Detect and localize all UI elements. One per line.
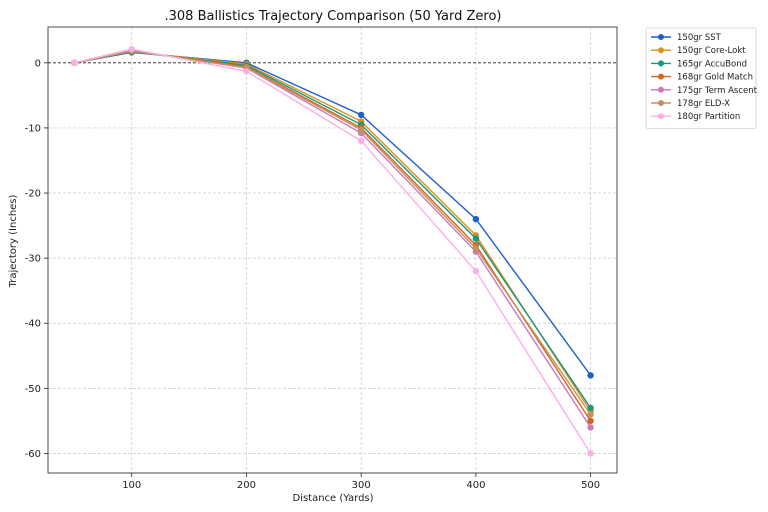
x-tick-label: 100 xyxy=(122,480,141,491)
y-tick-label: -10 xyxy=(25,123,41,134)
data-point xyxy=(587,417,594,425)
data-point xyxy=(472,245,480,252)
legend-swatch-marker xyxy=(658,100,664,106)
series-0 xyxy=(71,49,594,379)
legend-label: 168gr Gold Match xyxy=(677,73,753,83)
data-point xyxy=(128,45,135,53)
legend: 150gr SST 150gr Core-Lokt 165gr AccuBond 16… xyxy=(645,27,758,129)
series-4 xyxy=(71,47,594,431)
data-point xyxy=(243,68,250,75)
data-point xyxy=(357,126,365,134)
data-point xyxy=(472,215,480,223)
series-3 xyxy=(71,47,594,425)
legend-swatch-marker xyxy=(658,113,664,120)
legend-label: 180gr Partition xyxy=(677,112,740,122)
y-tick-label: -60 xyxy=(25,449,41,460)
data-point xyxy=(357,137,365,145)
data-point xyxy=(587,424,594,431)
grid xyxy=(48,27,617,473)
data-point xyxy=(587,411,594,418)
data-point xyxy=(587,404,594,412)
data-point xyxy=(472,235,480,242)
chart-title: .308 Ballistics Trajectory Comparison (5… xyxy=(165,9,502,24)
axes: 100 200 300 400 500 0 -10 -20 -30 -40 -50 -60 xyxy=(25,26,618,491)
y-tick-label: 0 xyxy=(35,58,41,69)
y-axis-title: Trajectory (Inches) xyxy=(8,194,19,288)
data-point xyxy=(472,267,480,275)
series-line xyxy=(74,51,592,376)
y-tick-label: -30 xyxy=(25,254,41,265)
x-tick-label: 200 xyxy=(237,480,256,491)
legend-swatch-marker xyxy=(658,73,664,80)
series-6 xyxy=(71,45,594,457)
series-line xyxy=(74,50,592,415)
series-5 xyxy=(71,47,594,418)
legend-label: 178gr ELD-X xyxy=(677,99,730,109)
series-line xyxy=(74,51,592,412)
legend-label: 165gr AccuBond xyxy=(677,59,747,69)
x-axis-title: Distance (Yards) xyxy=(292,493,373,504)
legend-swatch-marker xyxy=(658,86,664,93)
y-tick-label: -50 xyxy=(25,384,41,395)
x-tick-label: 500 xyxy=(581,480,600,491)
y-tick-label: -40 xyxy=(25,319,41,330)
legend-label: 150gr Core-Lokt xyxy=(677,46,746,56)
data-point xyxy=(587,372,594,379)
data-point xyxy=(71,59,78,67)
series-2 xyxy=(71,48,594,412)
data-point xyxy=(357,111,365,119)
y-tick-label: -20 xyxy=(25,189,41,200)
series-line xyxy=(74,48,592,454)
data-point xyxy=(587,450,594,457)
series-1 xyxy=(71,48,594,415)
legend-swatch-marker xyxy=(658,47,664,54)
plot-frame xyxy=(47,26,618,474)
legend-box xyxy=(645,27,757,129)
legend-swatch-marker xyxy=(658,60,664,67)
series xyxy=(71,45,594,457)
legend-label: 175gr Term Ascent xyxy=(677,86,758,96)
legend-swatch-marker xyxy=(658,34,664,40)
x-tick-label: 300 xyxy=(352,480,371,491)
x-tick-label: 400 xyxy=(466,480,485,491)
series-line xyxy=(74,51,592,409)
legend-label: 150gr SST xyxy=(677,33,722,43)
